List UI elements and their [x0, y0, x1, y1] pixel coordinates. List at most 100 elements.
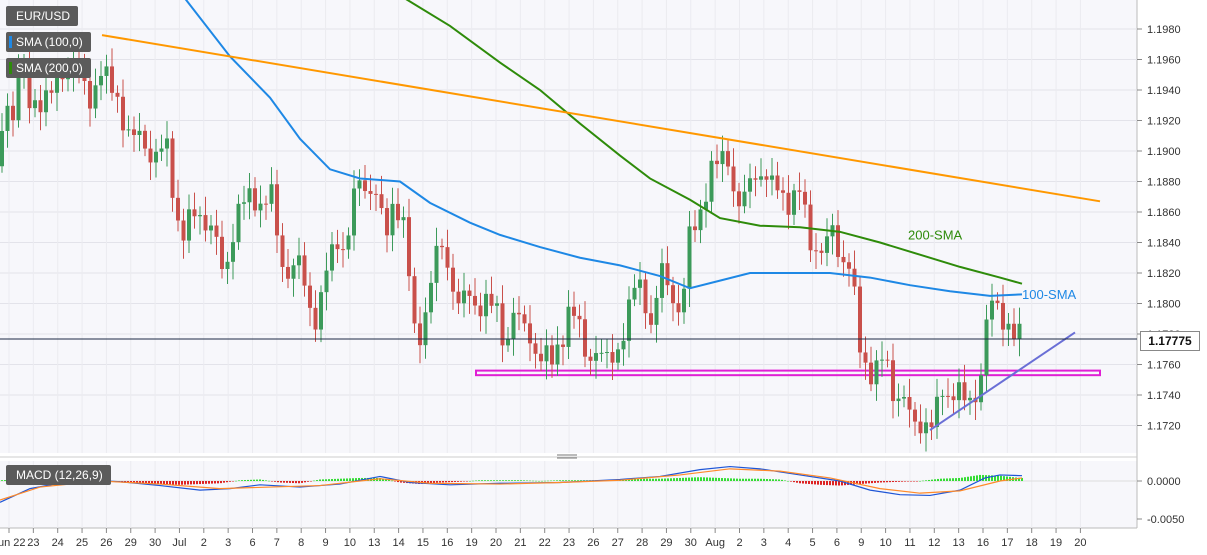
candle-down: [27, 61, 32, 109]
candle-down: [110, 66, 114, 93]
candle-up: [555, 344, 560, 365]
macd-histogram-bar: [745, 478, 747, 481]
macd-histogram-bar: [898, 481, 900, 482]
macd-histogram-bar: [688, 477, 690, 481]
candle-up: [247, 188, 252, 203]
macd-histogram-bar: [568, 480, 570, 481]
macd-histogram-bar: [739, 478, 741, 481]
candle-down: [341, 249, 345, 251]
candle-up: [687, 226, 692, 289]
symbol-tag[interactable]: EUR/USD: [6, 6, 79, 26]
macd-histogram-bar: [460, 481, 462, 482]
candle-down: [121, 96, 125, 131]
macd-histogram-bar: [160, 481, 162, 485]
macd-histogram-bar: [232, 481, 234, 482]
macd-histogram-bar: [679, 477, 681, 481]
macd-histogram-bar: [190, 481, 192, 485]
macd-histogram-bar: [169, 481, 171, 485]
macd-histogram-bar: [661, 478, 663, 481]
candle-down: [995, 300, 1000, 303]
candle-up: [231, 242, 235, 262]
macd-tag[interactable]: MACD (12,26,9): [6, 465, 111, 485]
macd-histogram-bar: [862, 481, 864, 484]
macd-histogram-bar: [325, 479, 327, 481]
sma100-swatch: [9, 36, 12, 48]
candle-down: [467, 290, 472, 296]
annotation-200-sma: 200-SMA: [908, 227, 963, 242]
candle-up: [748, 178, 752, 192]
macd-histogram-bar: [313, 480, 315, 482]
macd-label: MACD (12,26,9): [16, 468, 103, 482]
price-tick-label: 1.1900: [1147, 146, 1181, 158]
candle-down: [489, 293, 494, 306]
candle-down: [302, 255, 307, 286]
candle-down: [38, 100, 43, 113]
candle-up: [5, 105, 10, 131]
candle-down: [500, 303, 505, 346]
macd-histogram-bar: [256, 479, 258, 481]
macd-histogram-bar: [946, 478, 948, 481]
macd-histogram-bar: [829, 481, 831, 486]
macd-histogram-bar: [448, 481, 450, 483]
macd-histogram-bar: [922, 480, 924, 482]
candle-up: [104, 66, 109, 76]
candle-up: [924, 422, 928, 434]
macd-histogram-bar: [478, 480, 480, 481]
macd-histogram-bar: [874, 481, 876, 483]
price-tick-label: 1.1980: [1147, 24, 1181, 36]
time-tick-label: 26: [100, 537, 112, 549]
candle-up: [627, 299, 631, 341]
macd-histogram-bar: [979, 474, 981, 481]
macd-histogram-bar: [988, 475, 990, 481]
macd-histogram-bar: [352, 478, 354, 481]
candle-up: [902, 396, 906, 399]
macd-histogram-bar: [964, 477, 966, 481]
macd-histogram-bar: [199, 481, 201, 485]
macd-histogram-bar: [982, 475, 984, 481]
support-zone-rect: [475, 369, 1101, 377]
macd-histogram-bar: [328, 479, 330, 481]
candle-down: [132, 129, 136, 136]
candle-up: [401, 217, 406, 221]
time-tick-label: 23: [27, 537, 39, 549]
candle-down: [440, 245, 444, 248]
time-tick-label: 16: [441, 537, 453, 549]
candle-down: [753, 178, 758, 180]
sma200-tag[interactable]: SMA (200,0): [6, 58, 91, 78]
macd-histogram-bar: [727, 478, 729, 481]
macd-histogram-bar: [490, 480, 492, 481]
candle-down: [143, 130, 147, 149]
macd-histogram-bar: [766, 478, 768, 481]
macd-histogram-bar: [955, 478, 957, 481]
time-tick-label: 6: [249, 537, 255, 549]
macd-histogram-bar: [721, 478, 723, 481]
macd-histogram-bar: [859, 481, 861, 485]
candle-down: [819, 250, 824, 253]
macd-histogram-bar: [1009, 476, 1011, 481]
macd-histogram-bar: [646, 478, 648, 481]
macd-histogram-bar: [241, 480, 243, 481]
candle-up: [698, 209, 703, 231]
macd-histogram-bar: [214, 481, 216, 484]
macd-histogram-bar: [712, 477, 714, 481]
macd-histogram-bar: [280, 481, 282, 483]
macd-histogram-bar: [349, 478, 351, 481]
candle-down: [869, 362, 873, 385]
sma100-tag[interactable]: SMA (100,0): [6, 32, 91, 52]
candle-up: [506, 338, 510, 346]
macd-histogram-bar: [1018, 477, 1020, 481]
candle-up: [990, 300, 994, 320]
macd-tick-label: -0.0050: [1147, 514, 1184, 526]
candle-up: [16, 71, 21, 121]
macd-histogram-bar: [709, 477, 711, 481]
candle-up: [638, 279, 642, 288]
candle-down: [286, 266, 290, 279]
macd-histogram-bar: [928, 479, 930, 481]
macd-histogram-bar: [676, 478, 678, 481]
macd-histogram-bar: [208, 481, 210, 484]
macd-histogram-bar: [658, 478, 660, 481]
macd-histogram-bar: [631, 479, 633, 481]
macd-histogram-bar: [865, 481, 867, 484]
macd-histogram-bar: [715, 477, 717, 481]
candle-down: [335, 244, 340, 250]
